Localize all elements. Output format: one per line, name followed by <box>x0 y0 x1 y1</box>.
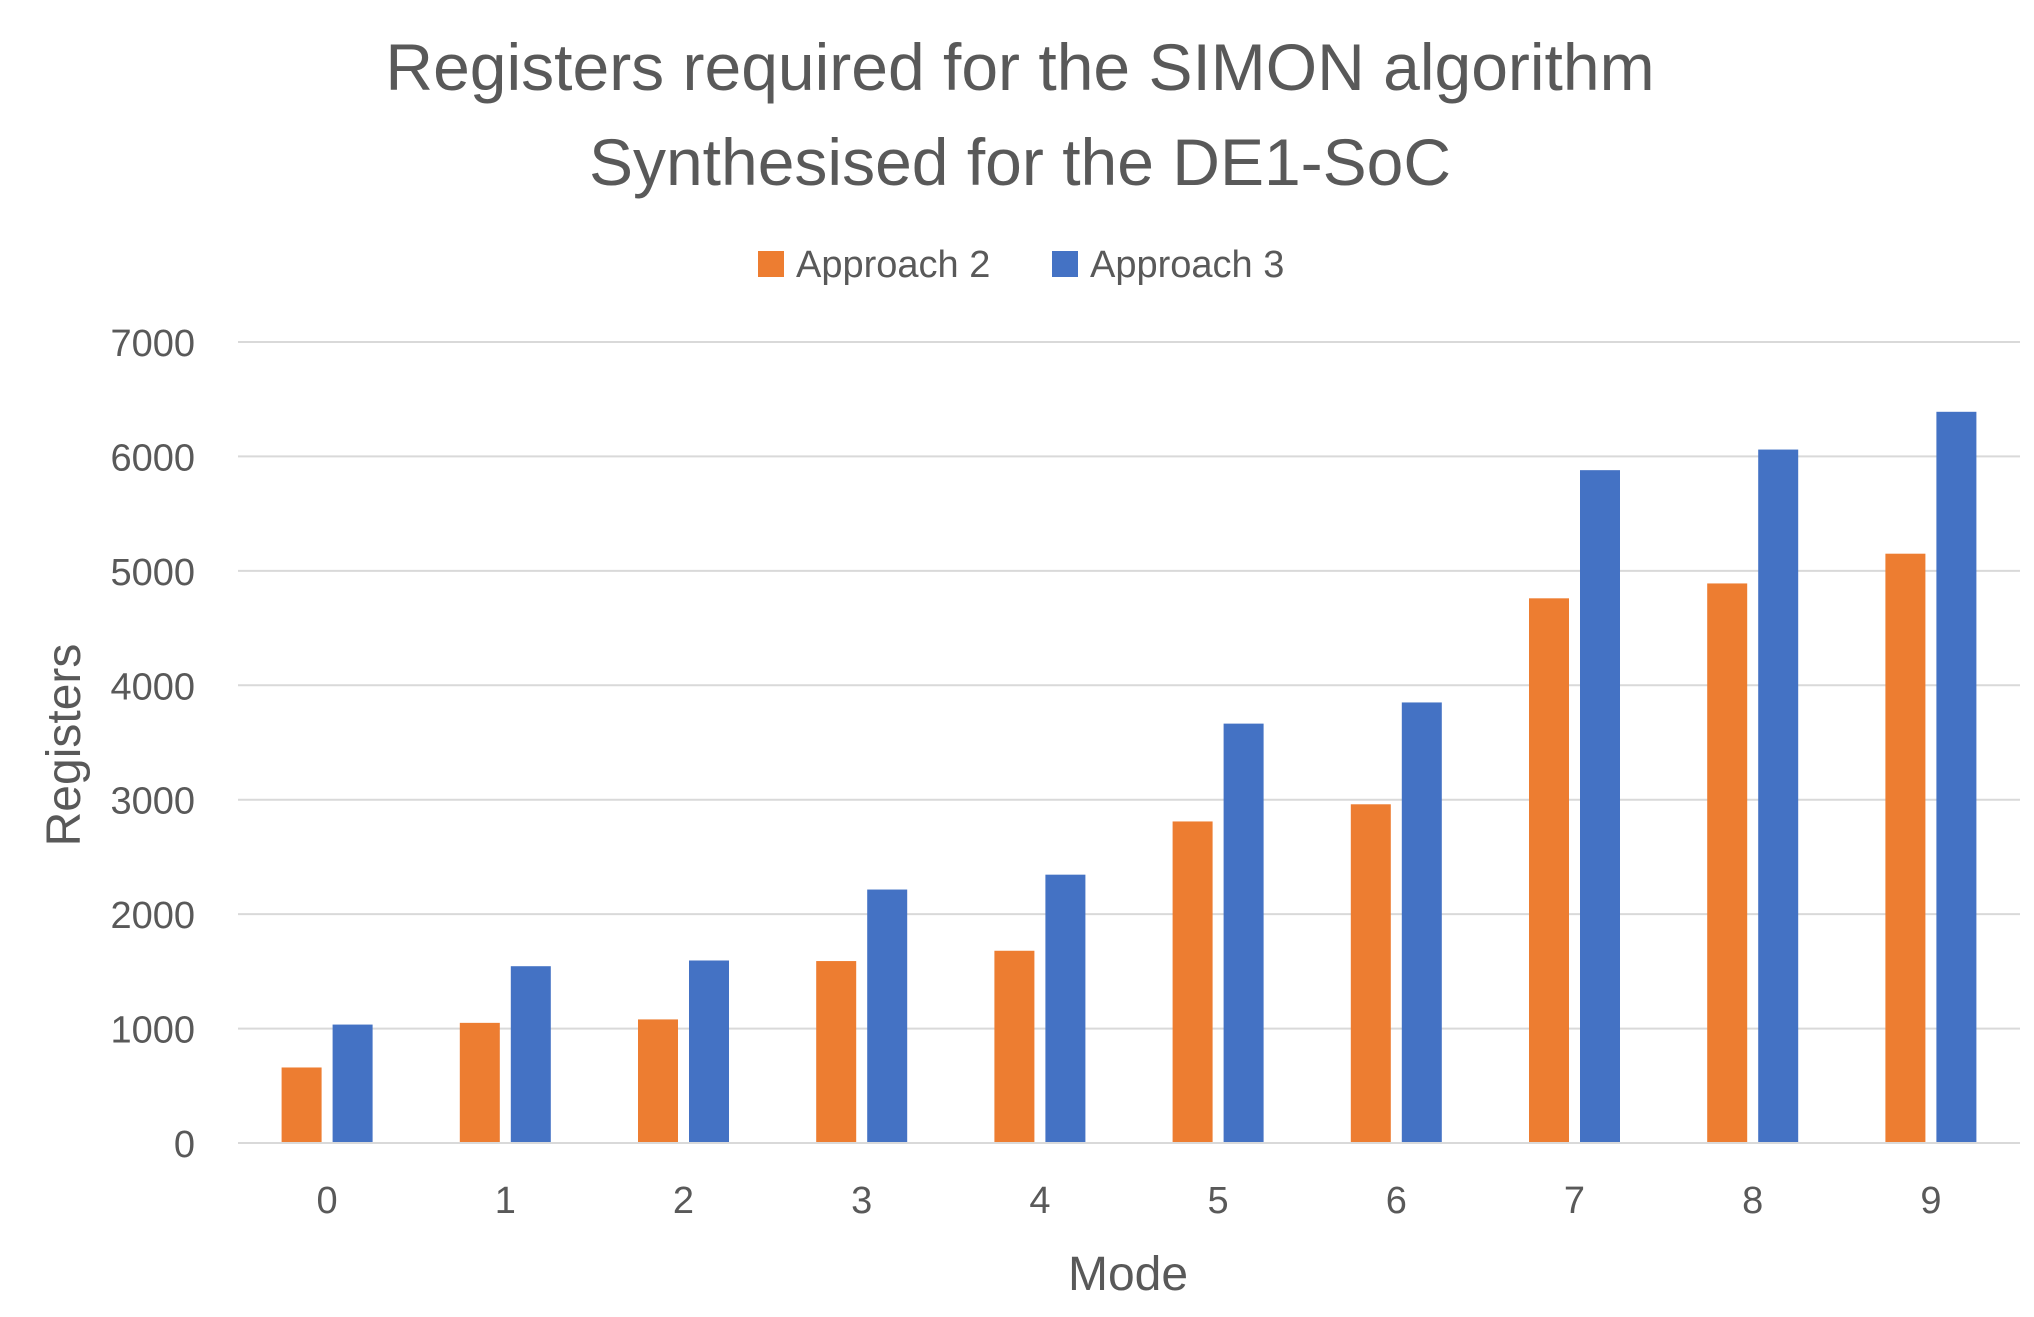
bar-approach-3-mode-4 <box>1045 874 1086 1143</box>
x-tick-label: 3 <box>851 1180 872 1222</box>
bar-approach-3-mode-5 <box>1223 723 1264 1143</box>
bar-approach-2-mode-9 <box>1885 553 1926 1143</box>
x-tick-label: 5 <box>1208 1180 1229 1222</box>
x-tick-label: 8 <box>1742 1180 1763 1222</box>
bar-approach-2-mode-5 <box>1172 821 1213 1143</box>
y-tick-label: 7000 <box>110 323 195 365</box>
bar-approach-3-mode-7 <box>1580 470 1620 1143</box>
y-tick-label: 3000 <box>110 781 195 823</box>
y-tick-label: 1000 <box>110 1010 195 1052</box>
x-tick-label: 2 <box>673 1180 694 1222</box>
legend-swatch <box>1052 251 1078 277</box>
bar-approach-3-mode-1 <box>510 966 551 1143</box>
bar-approach-2-mode-7 <box>1529 598 1569 1143</box>
bar-approach-2-mode-2 <box>638 1019 678 1143</box>
x-axis-label: Mode <box>1068 1248 1188 1301</box>
bar-approach-3-mode-3 <box>867 889 908 1143</box>
bar-approach-3-mode-0 <box>332 1024 373 1143</box>
y-tick-label: 0 <box>174 1124 195 1166</box>
y-axis-ticks: 0 1000 2000 3000 4000 5000 6000 7000 <box>110 323 195 1166</box>
x-tick-label: 9 <box>1920 1180 1941 1222</box>
chart-subtitle: Synthesised for the DE1-SoC <box>589 125 1451 199</box>
y-axis-label: Registers <box>38 644 91 847</box>
legend-label: Approach 3 <box>1090 244 1284 286</box>
chart-title: Registers required for the SIMON algorit… <box>385 30 1654 104</box>
bar-approach-2-mode-8 <box>1707 583 1748 1143</box>
x-tick-label: 1 <box>495 1180 516 1222</box>
bar-approach-3-mode-6 <box>1401 702 1442 1143</box>
y-tick-label: 2000 <box>110 895 195 937</box>
bar-approach-2-mode-6 <box>1350 804 1391 1143</box>
bar-approach-2-mode-3 <box>816 961 857 1143</box>
y-tick-label: 5000 <box>110 552 195 594</box>
bar-approach-2-mode-0 <box>281 1067 322 1143</box>
bar-approach-2-mode-4 <box>994 950 1035 1143</box>
bars <box>281 411 1977 1144</box>
legend-swatch <box>758 251 784 277</box>
bar-approach-2-mode-1 <box>459 1022 500 1143</box>
y-tick-label: 6000 <box>110 437 195 479</box>
x-tick-label: 0 <box>317 1180 338 1222</box>
legend-label: Approach 2 <box>796 244 990 286</box>
bar-approach-3-mode-9 <box>1936 411 1977 1144</box>
legend: Approach 2 Approach 3 <box>758 244 1284 286</box>
x-tick-label: 4 <box>1029 1180 1050 1222</box>
x-tick-label: 7 <box>1564 1180 1585 1222</box>
x-tick-label: 6 <box>1386 1180 1407 1222</box>
x-axis-ticks: 0 1 2 3 4 5 6 7 8 9 <box>317 1180 1942 1222</box>
gridlines <box>238 341 2020 1030</box>
y-tick-label: 4000 <box>110 666 195 708</box>
bar-approach-3-mode-8 <box>1758 449 1799 1143</box>
bar-approach-3-mode-2 <box>689 960 729 1143</box>
